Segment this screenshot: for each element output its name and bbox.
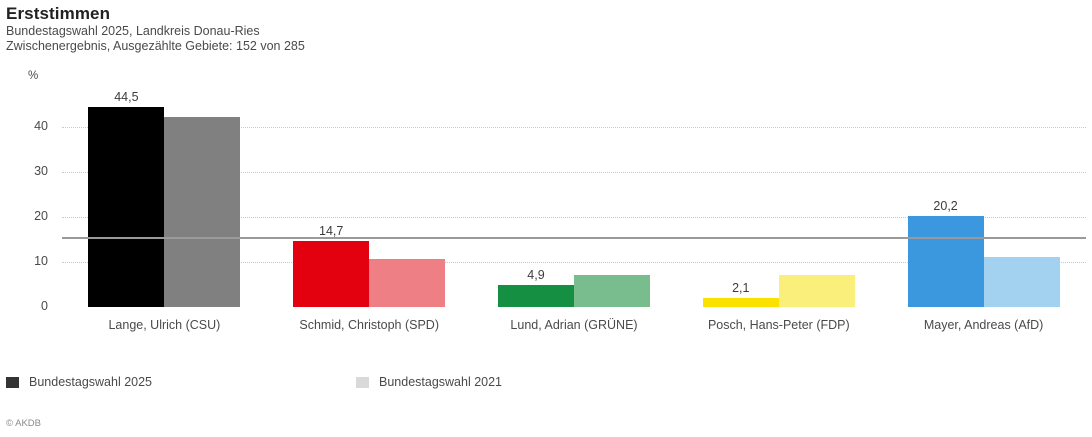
subtitle-line-1: Bundestagswahl 2025, Landkreis Donau-Rie… (6, 24, 260, 38)
bar-group: 20,2 (907, 96, 1060, 307)
bar-group: 2,1 (702, 96, 855, 307)
category-label: Posch, Hans-Peter (FDP) (707, 318, 850, 332)
bar-current (907, 216, 984, 307)
bar-value-label: 20,2 (933, 199, 958, 214)
bar-group: 14,7 (293, 96, 446, 307)
y-tick-label: 40 (34, 119, 48, 134)
bar-value-label: 4,9 (527, 268, 545, 283)
gridline-30 (62, 172, 1086, 174)
y-axis-tick-labels: 0 10 20 30 40 (0, 96, 48, 313)
chart-gridlines (62, 96, 1086, 307)
bar-previous (778, 274, 855, 307)
bar-groups: 44,5 14,7 4,9 2,1 20,2 (62, 90, 1086, 307)
bar-current (88, 107, 165, 307)
chart-header: Erststimmen Bundestagswahl 2025, Landkre… (6, 4, 305, 54)
bar-current (498, 285, 574, 307)
bar-previous (983, 256, 1060, 307)
bar-previous (369, 258, 446, 307)
page-title: Erststimmen (6, 4, 111, 23)
bar-value-label: 14,7 (319, 224, 344, 239)
bar-value-label: 2,1 (732, 280, 750, 295)
legend-item[interactable]: Bundestagswahl 2021 (356, 375, 502, 389)
bar-value-label: 44,5 (114, 90, 139, 105)
chart-plot-area: % 0 10 20 30 40 44,5 14,7 4,9 2,1 20,2 (0, 70, 1092, 320)
legend-label: Bundestagswahl 2025 (29, 375, 153, 389)
legend-label: Bundestagswahl 2021 (379, 375, 503, 389)
y-tick-label: 0 (41, 299, 48, 313)
bar-previous (574, 274, 650, 307)
legend-swatch-icon (6, 376, 19, 388)
y-axis-unit-label: % (28, 70, 39, 82)
category-label: Schmid, Christoph (SPD) (299, 318, 439, 332)
y-tick-label: 10 (34, 254, 48, 269)
gridline-10 (62, 262, 1086, 264)
gridline-20 (62, 217, 1086, 219)
x-axis-category-labels: Lange, Ulrich (CSU) Schmid, Christoph (SP… (62, 318, 1086, 340)
legend-swatch-icon (356, 376, 369, 388)
category-label: Lund, Adrian (GRÜNE) (510, 318, 638, 332)
gridline-40 (62, 127, 1086, 129)
category-label: Mayer, Andreas (AfD) (923, 318, 1044, 332)
y-tick-label: 20 (34, 209, 48, 224)
bar-previous (164, 117, 241, 307)
y-tick-label: 30 (34, 164, 48, 179)
bar-group: 4,9 (498, 96, 650, 307)
copyright-footer: © AKDB (6, 418, 41, 429)
bar-current (702, 297, 779, 307)
legend-item[interactable]: Bundestagswahl 2025 (6, 375, 152, 389)
bar-current (293, 241, 370, 307)
x-axis-baseline (62, 237, 1086, 239)
bar-group: 44,5 (88, 90, 241, 307)
chart-legend: Bundestagswahl 2025 Bundestagswahl 2021 (6, 375, 1086, 393)
subtitle-line-2: Zwischenergebnis, Ausgezählte Gebiete: 1… (6, 39, 305, 53)
category-label: Lange, Ulrich (CSU) (108, 318, 221, 332)
